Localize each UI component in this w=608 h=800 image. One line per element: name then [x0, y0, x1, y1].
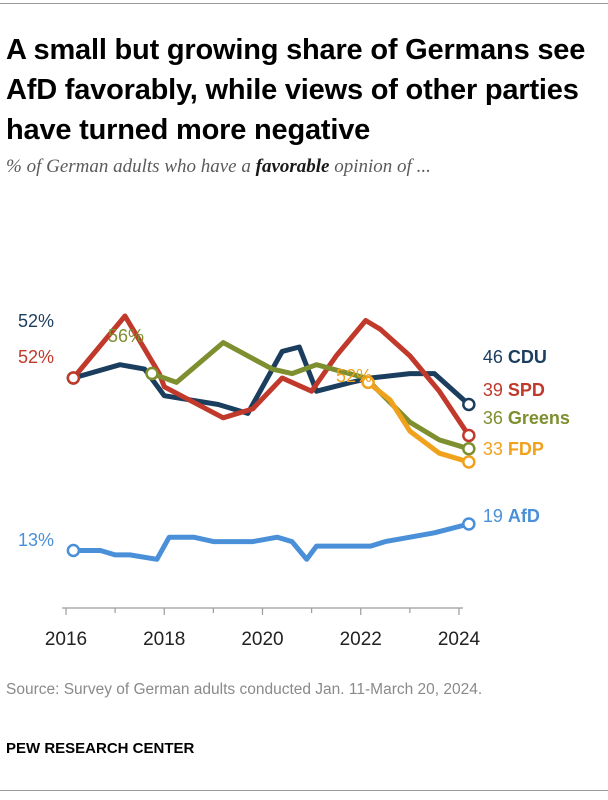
start-label-spd: 52% [18, 347, 54, 367]
end-value-afd: 19 [483, 506, 508, 526]
start-label-fdp: 52% [336, 366, 372, 386]
end-name-greens: Greens [508, 408, 570, 428]
start-marker-fdp [361, 375, 375, 390]
end-marker-spd [462, 428, 476, 443]
end-label-spd: 39 SPD [483, 380, 545, 400]
start-marker-afd [66, 543, 81, 558]
end-value-fdp: 33 [483, 439, 508, 459]
start-label-cdu: 52% [18, 311, 54, 331]
x-axis: 2016 2018 2020 2022 2024 [45, 607, 481, 650]
end-label-greens: 36 Greens [483, 408, 570, 428]
series-line-fdp [365, 379, 472, 465]
x-tick-label: 2018 [143, 629, 185, 650]
end-label-cdu: 46 CDU [483, 347, 547, 367]
subtitle-text-post: opinion of ... [329, 156, 431, 177]
start-marker-greens [145, 366, 159, 381]
end-label-afd: 19 AfD [483, 506, 540, 526]
end-marker-greens [462, 442, 476, 456]
start-marker-spd [66, 371, 81, 385]
top-rule [0, 3, 608, 4]
x-tick-label: 2016 [45, 629, 87, 650]
end-name-fdp: FDP [508, 439, 544, 459]
end-name-afd: AfD [508, 506, 540, 526]
start-label-greens: 56% [108, 326, 144, 346]
bottom-rule [0, 790, 608, 791]
x-tick-label: 2024 [438, 629, 481, 650]
end-label-fdp: 33 FDP [483, 439, 544, 459]
organization-name: PEW RESEARCH CENTER [6, 740, 195, 757]
series-line-greens [149, 340, 472, 452]
series-labels: 52% 46 CDU 52% 39 SPD 56% 36 Greens 52% 33 FDP 1… [18, 311, 570, 550]
x-tick-label: 2020 [241, 629, 283, 650]
end-name-cdu: CDU [508, 347, 547, 367]
subtitle-text-pre: % of German adults who have a [6, 156, 256, 177]
end-marker-fdp [462, 455, 476, 469]
end-value-spd: 39 [483, 380, 508, 400]
x-tick-label: 2022 [340, 629, 382, 650]
subtitle-emphasis: favorable [255, 156, 330, 177]
end-marker-cdu [462, 397, 476, 412]
series-line-afd [70, 521, 472, 562]
chart-subtitle: % of German adults who have a favorable … [6, 156, 602, 178]
series-lines [66, 313, 476, 562]
end-marker-afd [462, 517, 476, 531]
chart-title: A small but growing share of Germans see… [6, 34, 586, 146]
start-label-afd: 13% [18, 530, 54, 550]
end-name-spd: SPD [508, 380, 545, 400]
end-value-greens: 36 [483, 408, 508, 428]
source-note: Source: Survey of German adults conducte… [6, 681, 483, 698]
end-value-cdu: 46 [483, 347, 508, 367]
